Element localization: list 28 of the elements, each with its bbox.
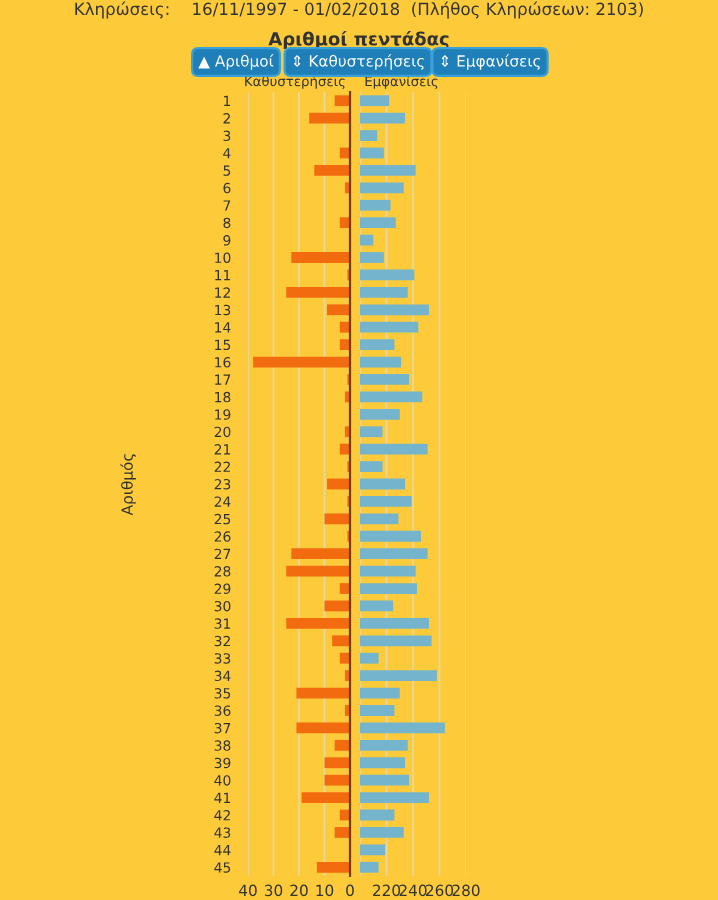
- bar: [291, 252, 350, 263]
- bar: [339, 339, 350, 351]
- bar: [339, 583, 350, 594]
- bar: [334, 739, 350, 751]
- bar: [291, 548, 350, 560]
- bar: [339, 652, 350, 664]
- bar: [286, 286, 350, 298]
- bar: [286, 617, 350, 629]
- chart-title: Αριθμοί πεντάδας: [268, 30, 449, 50]
- bar: [296, 722, 350, 734]
- bar: [339, 217, 350, 229]
- bar: [316, 861, 350, 873]
- bar: [327, 304, 350, 316]
- bar: [324, 757, 350, 769]
- bar: [253, 356, 350, 368]
- bar: [309, 112, 350, 124]
- bar: [301, 792, 350, 803]
- bar: [324, 774, 350, 786]
- bar: [334, 827, 350, 838]
- chart-subtitle: Κληρώσεις: 16/11/1997 - 01/02/2018 (Πλήθος Κληρώσεων: 2103): [75, 1, 643, 19]
- bar: [334, 95, 350, 107]
- bar: [296, 687, 350, 699]
- bar: [314, 165, 350, 176]
- bar: [339, 443, 350, 455]
- bar: [324, 513, 350, 525]
- bar: [286, 565, 350, 577]
- bar: [339, 321, 350, 333]
- bar: [332, 635, 350, 647]
